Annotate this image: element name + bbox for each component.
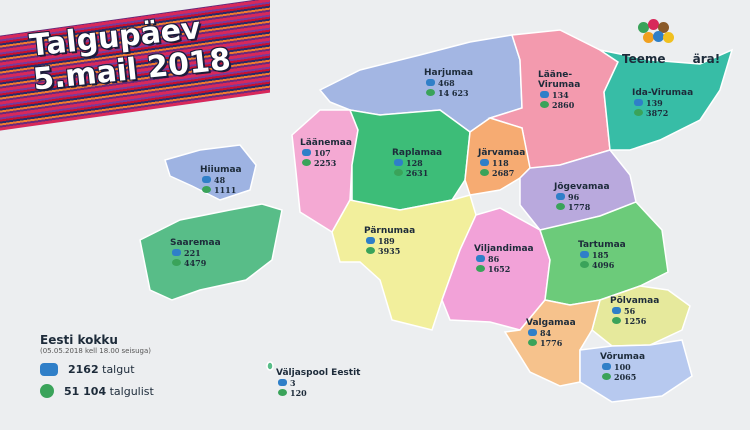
talgud-count: 107	[300, 148, 352, 158]
region-name: Hiiumaa	[200, 165, 242, 175]
region-name: Võrumaa	[600, 352, 646, 362]
talgud-count: 118	[478, 158, 525, 168]
region-la-a-nemaa	[291, 109, 359, 234]
wheelbarrow-icon	[40, 363, 58, 376]
total-talgud-value: 2162	[68, 363, 99, 376]
abroad-name: Väljaspool Eestit	[276, 368, 361, 378]
abroad-label: Väljaspool Eestit 3 120	[276, 368, 360, 398]
talgud-count: 84	[526, 328, 576, 338]
region-label: Ida-Virumaa 139 3872	[632, 88, 693, 118]
region-hiiumaa	[164, 144, 257, 201]
talgud-count: 134	[538, 90, 588, 100]
region-po-lvamaa	[591, 285, 691, 347]
region-label: Saaremaa 221 4479	[170, 238, 221, 268]
talgud-count: 56	[610, 306, 659, 316]
teeme-ara-logo: Teeme ära!	[622, 19, 721, 67]
region-label: Viljandimaa 86 1652	[474, 244, 534, 274]
total-summary: Eesti kokku (05.05.2018 kell 18.00 seisu…	[40, 333, 154, 398]
talgud-count: 189	[364, 236, 415, 246]
total-note: (05.05.2018 kell 18.00 seisuga)	[40, 347, 151, 355]
talgulised-count: 1776	[526, 338, 576, 348]
region-name: Saaremaa	[170, 238, 221, 248]
region-name: Valgamaa	[526, 318, 576, 328]
region-label: Valgamaa 84 1776	[526, 318, 576, 348]
region-ida-virumaa	[599, 48, 734, 151]
region-label: Lääne-Virumaa 134 2860	[538, 70, 588, 110]
talgulised-count: 1778	[554, 202, 610, 212]
total-talgulised-label: talgulist	[109, 384, 154, 398]
region-name: Tartumaa	[578, 240, 626, 250]
region-name: Harjumaa	[424, 68, 474, 78]
region-label: Hiiumaa 48 1111	[200, 165, 242, 195]
talgulised-count: 1111	[200, 185, 242, 195]
region-label: Raplamaa 128 2631	[392, 148, 442, 178]
region-label: Läänemaa 107 2253	[300, 138, 352, 168]
region-label: Harjumaa 468 14 623	[424, 68, 473, 98]
region-name: Raplamaa	[392, 148, 443, 158]
region-name: Lääne-Virumaa	[538, 70, 581, 90]
region-label: Põlvamaa 56 1256	[610, 296, 659, 326]
talgud-count: 86	[474, 254, 534, 264]
talgud-count: 96	[554, 192, 610, 202]
region-name: Pärnumaa	[364, 226, 416, 236]
region-name: Järvamaa	[478, 148, 526, 158]
talgulised-count: 2860	[538, 100, 588, 110]
talgud-count: 100	[600, 362, 645, 372]
region-name: Põlvamaa	[610, 296, 660, 306]
talgulised-count: 4479	[170, 258, 221, 268]
talgulised-count: 2253	[300, 158, 352, 168]
region-label: Võrumaa 100 2065	[600, 352, 645, 382]
talgulised-count: 1256	[610, 316, 659, 326]
talgulised-count: 14 623	[424, 88, 473, 98]
region-saaremaa	[139, 203, 283, 301]
talgulised-count: 2631	[392, 168, 442, 178]
talgulised-count: 3872	[632, 108, 693, 118]
talgud-count: 48	[200, 175, 242, 185]
region-name: Jõgevamaa	[554, 182, 610, 192]
talgulised-count: 1652	[474, 264, 534, 274]
talgulised-count: 3935	[364, 246, 415, 256]
region-label: Tartumaa 185 4096	[578, 240, 626, 270]
talgud-count: 3	[276, 378, 360, 388]
talgud-count: 221	[170, 248, 221, 258]
total-talgulised-value: 51 104	[64, 384, 107, 398]
region-vo-rumaa	[579, 339, 693, 403]
region-label: Jõgevamaa 96 1778	[554, 182, 610, 212]
talgulised-count: 2687	[478, 168, 525, 178]
talgulised-count: 4096	[578, 260, 626, 270]
region-label: Pärnumaa 189 3935	[364, 226, 415, 256]
talgud-count: 468	[424, 78, 473, 88]
small-island	[266, 361, 274, 371]
region-name: Ida-Virumaa	[632, 88, 694, 98]
logo-text-right: ära!	[692, 52, 721, 66]
total-heading: Eesti kokku	[40, 333, 118, 347]
region-name: Viljandimaa	[474, 244, 534, 254]
region-name: Läänemaa	[300, 138, 352, 148]
talgud-count: 128	[392, 158, 442, 168]
logo-text-left: Teeme	[622, 52, 666, 66]
person-hat-icon	[40, 384, 54, 398]
talgulised-count: 2065	[600, 372, 645, 382]
talgulised-count: 120	[276, 388, 360, 398]
talgud-count: 139	[632, 98, 693, 108]
total-talgud-label: talgut	[102, 363, 135, 376]
talgud-count: 185	[578, 250, 626, 260]
region-label: Järvamaa 118 2687	[478, 148, 525, 178]
